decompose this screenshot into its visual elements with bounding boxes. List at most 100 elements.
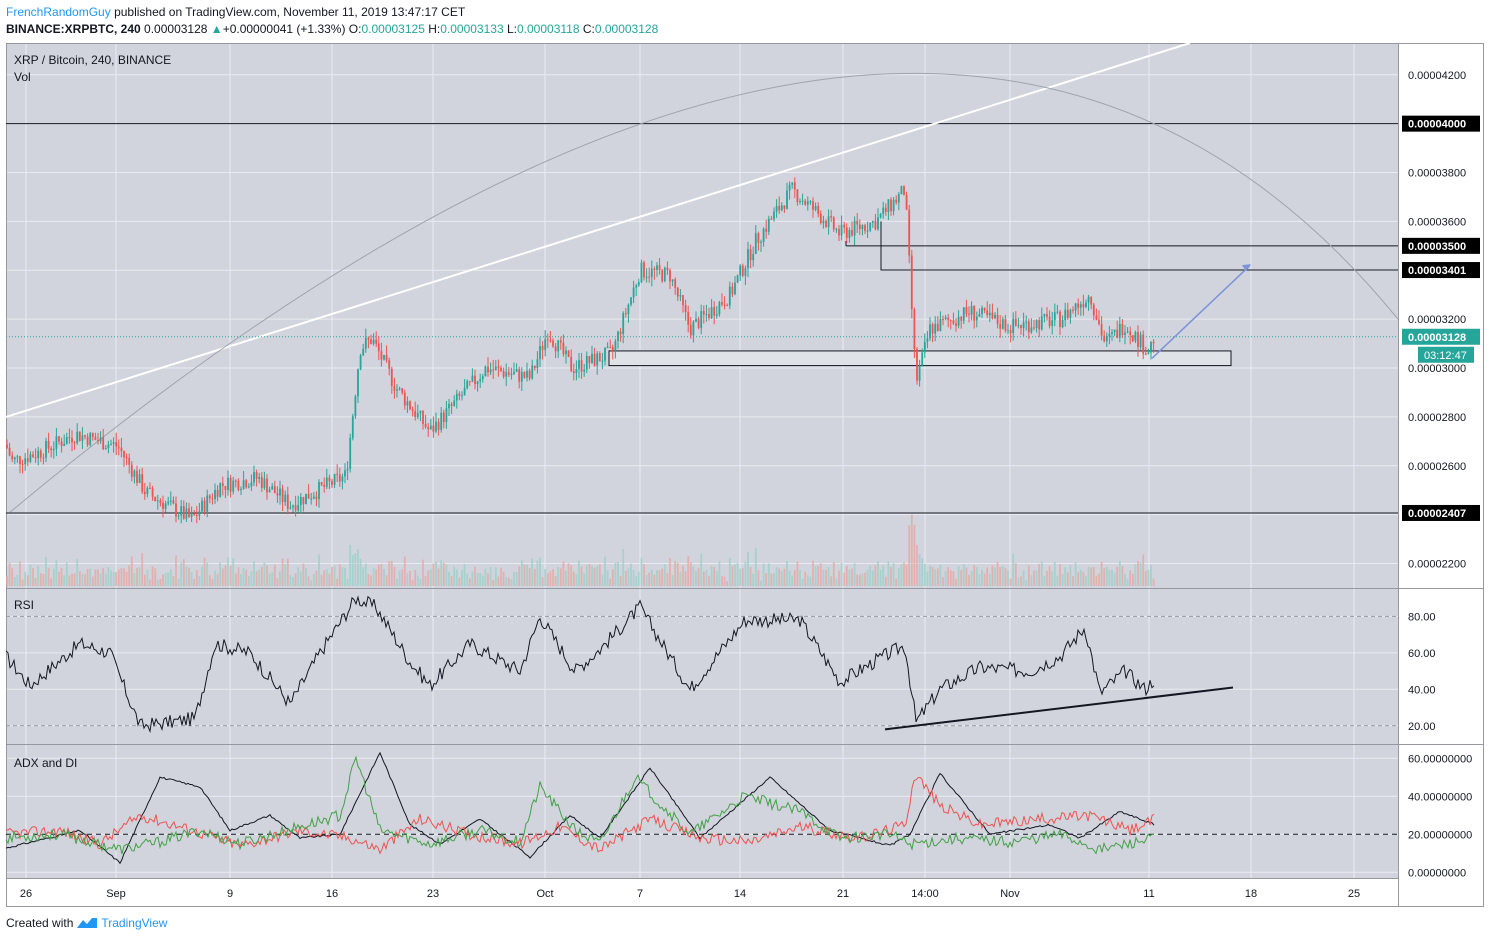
candle-body: [856, 220, 859, 225]
volume-bar: [216, 574, 219, 586]
volume-bar: [653, 574, 656, 586]
volume-bar: [627, 568, 630, 586]
candle-body: [663, 267, 666, 282]
volume-bar: [861, 573, 864, 586]
volume-bar: [351, 555, 354, 586]
volume-bar: [793, 570, 796, 586]
high-value: 0.00003133: [440, 22, 504, 36]
candle-body: [133, 470, 136, 477]
volume-bar: [903, 562, 905, 586]
volume-bar: [99, 573, 102, 586]
candle-body: [19, 456, 21, 465]
volume-bar: [47, 568, 50, 586]
candle-body: [531, 365, 534, 379]
volume-bar: [580, 566, 583, 586]
rsi-pane[interactable]: [6, 589, 1398, 744]
volume-bar: [453, 566, 456, 586]
volume-bar: [481, 575, 484, 586]
candle-body: [1053, 312, 1056, 321]
volume-bar: [1004, 568, 1007, 586]
volume-bar: [16, 574, 19, 586]
volume-bar: [518, 566, 521, 586]
candle-body: [141, 474, 144, 492]
candle-body: [102, 437, 105, 450]
candle-body: [515, 369, 518, 372]
volume-bar: [1072, 576, 1074, 586]
volume-bar: [169, 569, 172, 586]
volume-bar: [1116, 566, 1119, 586]
volume-bar: [601, 574, 604, 586]
candle-body: [604, 348, 606, 361]
candle-body: [487, 366, 489, 373]
candle-body: [357, 369, 359, 397]
candle-body: [24, 458, 27, 465]
candle-body: [1012, 318, 1015, 334]
candle-body: [572, 371, 575, 374]
volume-bar: [578, 560, 580, 586]
candle-body: [702, 311, 705, 315]
volume-bar: [6, 575, 8, 586]
candle-body: [338, 474, 341, 482]
candle-body: [541, 346, 544, 350]
volume-bar: [401, 569, 404, 586]
volume-bar: [507, 577, 510, 586]
candle-body: [970, 306, 973, 315]
candle-body: [622, 313, 625, 335]
candle-body: [60, 441, 63, 446]
candle-body: [266, 478, 268, 493]
candle-body: [1126, 331, 1129, 333]
author-link[interactable]: FrenchRandomGuy: [6, 5, 111, 19]
candle-body: [866, 230, 869, 232]
volume-bar: [624, 570, 627, 586]
volume-bar: [666, 573, 669, 586]
candle-body: [778, 205, 781, 211]
time-tick-label: Nov: [1000, 888, 1020, 900]
adx-tick-label: 0.00000000: [1408, 867, 1466, 879]
volume-bar: [65, 562, 68, 586]
volume-bar: [801, 579, 804, 586]
candle-body: [897, 194, 900, 203]
volume-bar: [383, 569, 385, 586]
candle-body: [221, 483, 224, 486]
volume-bar: [996, 561, 999, 586]
volume-bar: [752, 573, 755, 586]
axes: 0.00004200 0.00003800 0.00003600 0.00003200…: [20, 70, 1480, 900]
candle-body: [583, 369, 586, 372]
candle-body: [1100, 323, 1103, 336]
candle-body: [1001, 319, 1004, 329]
price-tick-label: 0.00003600: [1408, 216, 1466, 228]
time-tick-label: 16: [326, 888, 338, 900]
volume-bar: [97, 569, 99, 586]
volume-bar: [744, 561, 747, 586]
volume-bar: [1064, 567, 1067, 586]
volume-bar: [723, 576, 726, 586]
volume-bar: [830, 576, 833, 586]
volume-bar: [338, 564, 341, 586]
candle-body: [624, 313, 627, 315]
candle-body: [481, 376, 484, 380]
level-price-label: 0.00003500: [1408, 241, 1466, 253]
volume-bar: [845, 565, 848, 586]
volume-bar: [611, 569, 614, 586]
time-tick-label: 14:00: [911, 888, 939, 900]
volume-bar: [422, 559, 424, 586]
candle-body: [1144, 353, 1147, 355]
volume-bar: [767, 563, 770, 586]
volume-bar: [684, 571, 687, 586]
footer-brand[interactable]: TradingView: [101, 916, 168, 930]
volume-bar: [1108, 570, 1111, 586]
volume-bar: [697, 567, 700, 586]
candle-body: [419, 411, 422, 414]
candle-body: [588, 355, 591, 364]
candle-body: [201, 500, 203, 512]
volume-bar: [884, 576, 887, 586]
volume-bar: [372, 567, 375, 586]
candle-body: [981, 307, 983, 315]
close-label: C:: [582, 22, 595, 36]
candle-body: [203, 500, 206, 512]
volume-bar: [957, 566, 960, 586]
adx-pane[interactable]: [6, 745, 1398, 878]
volume-bar: [136, 567, 138, 586]
candle-body: [513, 371, 515, 375]
